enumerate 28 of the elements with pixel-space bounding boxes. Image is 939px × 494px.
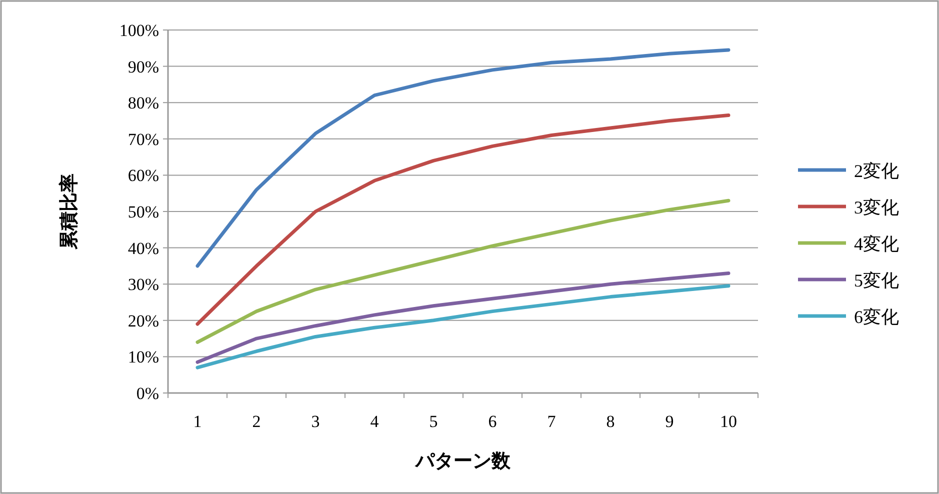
x-tick-label: 2 [252, 412, 261, 431]
x-axis-title: パターン数 [414, 451, 512, 472]
x-tick-label: 3 [311, 412, 320, 431]
legend-label: 5変化 [854, 270, 899, 290]
y-tick-label: 40% [128, 238, 159, 258]
x-tick-label: 9 [665, 412, 674, 431]
x-tick-label: 8 [606, 412, 615, 431]
y-tick-label: 20% [128, 311, 159, 330]
x-tick-label: 10 [720, 412, 737, 431]
y-tick-label: 10% [128, 348, 159, 367]
x-tick-label: 4 [370, 412, 380, 431]
legend-label: 3変化 [854, 198, 899, 218]
y-tick-label: 90% [128, 57, 159, 76]
legend-label: 6変化 [854, 307, 899, 327]
legend-label: 4変化 [854, 234, 899, 254]
y-tick-label: 100% [119, 21, 159, 40]
y-tick-label: 50% [128, 202, 159, 222]
y-tick-label: 60% [128, 166, 159, 186]
y-axis-title: 累積比率 [58, 174, 80, 250]
legend-label: 2変化 [854, 161, 899, 181]
x-tick-label: 7 [547, 412, 556, 431]
y-tick-label: 0% [136, 384, 159, 403]
y-tick-label: 30% [128, 275, 159, 294]
x-tick-label: 1 [193, 412, 202, 431]
x-tick-label: 5 [429, 412, 438, 431]
y-tick-label: 70% [128, 130, 159, 149]
y-tick-label: 80% [128, 94, 159, 113]
x-tick-label: 6 [488, 412, 497, 431]
